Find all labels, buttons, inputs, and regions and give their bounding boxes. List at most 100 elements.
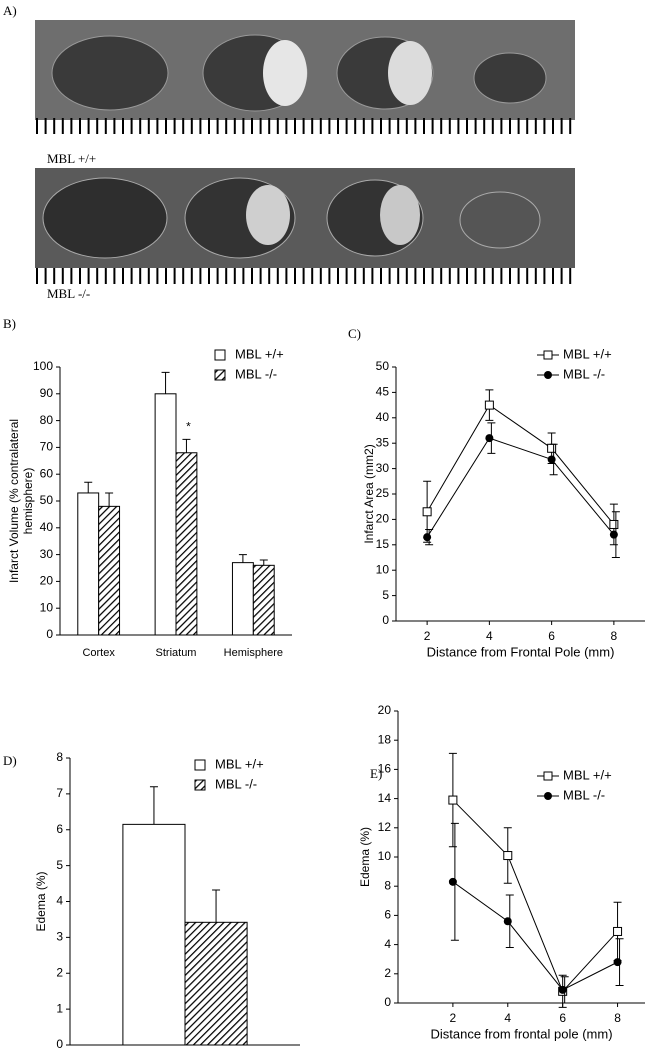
point bbox=[448, 795, 458, 805]
y-tick-label: 4 bbox=[384, 937, 391, 951]
y-tick-label: 5 bbox=[56, 858, 63, 872]
legend-marker bbox=[543, 350, 553, 360]
error-bar bbox=[84, 481, 93, 493]
bar bbox=[122, 823, 186, 1046]
x-tick-label: 6 bbox=[559, 1011, 566, 1025]
y-tick-label: 35 bbox=[376, 435, 390, 449]
point bbox=[503, 917, 512, 926]
brain-slice bbox=[459, 191, 541, 249]
x-axis-label: Distance from Frontal Pole (mm) bbox=[427, 644, 615, 659]
legend-label: MBL -/- bbox=[563, 366, 605, 381]
legend-label: MBL +/+ bbox=[563, 346, 612, 361]
x-tick-label: 8 bbox=[614, 1011, 621, 1025]
y-tick-label: 7 bbox=[56, 786, 63, 800]
y-tick-label: 4 bbox=[56, 894, 63, 908]
legend-swatch bbox=[194, 759, 206, 771]
y-axis-label: Infarct Volume (% contralateral bbox=[7, 419, 21, 583]
error-bar bbox=[259, 559, 268, 566]
error-bar bbox=[238, 554, 247, 563]
y-tick-label: 0 bbox=[56, 1037, 63, 1050]
legend-marker bbox=[544, 792, 552, 800]
y-tick-label: 16 bbox=[378, 762, 392, 776]
series-line bbox=[426, 404, 615, 525]
y-axis-label: Infarct Area (mm2) bbox=[362, 444, 376, 543]
infarct bbox=[246, 185, 290, 245]
point bbox=[558, 985, 567, 994]
x-tick-label: 2 bbox=[450, 1011, 457, 1025]
point bbox=[547, 455, 556, 464]
bar bbox=[175, 452, 198, 636]
y-tick-label: 80 bbox=[40, 413, 54, 427]
point bbox=[423, 533, 432, 542]
error-bar bbox=[182, 438, 191, 453]
x-tick-label: Striatum bbox=[156, 647, 197, 659]
infarct bbox=[388, 41, 432, 105]
panel-label: C) bbox=[348, 326, 361, 341]
point bbox=[448, 877, 457, 886]
y-tick-label: 40 bbox=[40, 520, 54, 534]
point bbox=[503, 851, 513, 861]
point bbox=[609, 519, 619, 529]
y-tick-label: 90 bbox=[40, 386, 54, 400]
y-tick-label: 100 bbox=[33, 359, 53, 373]
panel-label: E) bbox=[370, 766, 382, 781]
y-tick-label: 8 bbox=[384, 878, 391, 892]
y-tick-label: 50 bbox=[40, 493, 54, 507]
panel-label: A) bbox=[3, 3, 17, 18]
y-tick-label: 0 bbox=[384, 995, 391, 1009]
legend-marker bbox=[543, 771, 553, 781]
y-tick-label: 40 bbox=[376, 410, 390, 424]
y-tick-label: 5 bbox=[382, 588, 389, 602]
y-tick-label: 20 bbox=[40, 574, 54, 588]
strip-label: MBL +/+ bbox=[47, 151, 96, 166]
bar bbox=[231, 562, 254, 636]
y-tick-label: 6 bbox=[384, 908, 391, 922]
y-tick-label: 60 bbox=[40, 466, 54, 480]
series-line bbox=[452, 799, 618, 993]
point bbox=[547, 443, 557, 453]
y-tick-label: 10 bbox=[40, 600, 54, 614]
bar bbox=[184, 921, 248, 1046]
infarct bbox=[380, 185, 420, 245]
brain-slice bbox=[51, 35, 169, 111]
x-tick-label: 6 bbox=[548, 629, 555, 643]
x-tick-label: 2 bbox=[424, 629, 431, 643]
legend-swatch bbox=[214, 369, 226, 381]
legend-marker bbox=[544, 371, 552, 379]
x-tick-label: 4 bbox=[504, 1011, 511, 1025]
x-tick-label: Hemisphere bbox=[224, 647, 283, 659]
series-line bbox=[452, 881, 618, 991]
x-axis-label: Distance from frontal pole (mm) bbox=[430, 1026, 612, 1041]
error-bar bbox=[212, 889, 221, 923]
y-tick-label: 15 bbox=[376, 537, 390, 551]
error-bar bbox=[161, 371, 170, 394]
y-tick-label: 3 bbox=[56, 930, 63, 944]
point bbox=[613, 926, 623, 936]
error-bar bbox=[105, 492, 114, 507]
y-tick-label: 10 bbox=[378, 849, 392, 863]
y-tick-label: 0 bbox=[382, 613, 389, 627]
y-tick-label: 18 bbox=[378, 732, 392, 746]
bar bbox=[98, 505, 121, 636]
brain-slice bbox=[42, 177, 168, 259]
point bbox=[485, 434, 494, 443]
y-tick-label: 10 bbox=[376, 562, 390, 576]
y-tick-label: 50 bbox=[376, 359, 390, 373]
y-tick-label: 14 bbox=[378, 791, 392, 805]
point bbox=[609, 530, 618, 539]
y-tick-label: 0 bbox=[46, 627, 53, 641]
legend-label: MBL +/+ bbox=[215, 756, 264, 771]
legend-label: MBL +/+ bbox=[235, 346, 284, 361]
y-tick-label: 12 bbox=[378, 820, 392, 834]
legend-label: MBL +/+ bbox=[563, 767, 612, 782]
bar bbox=[154, 393, 177, 636]
y-tick-label: 20 bbox=[376, 512, 390, 526]
panel-label: B) bbox=[3, 316, 16, 331]
legend-label: MBL -/- bbox=[563, 787, 605, 802]
bar bbox=[252, 564, 275, 636]
y-tick-label: 1 bbox=[56, 1001, 63, 1015]
y-tick-label: 20 bbox=[378, 703, 392, 717]
y-tick-label: 30 bbox=[40, 547, 54, 561]
y-tick-label: 25 bbox=[376, 486, 390, 500]
